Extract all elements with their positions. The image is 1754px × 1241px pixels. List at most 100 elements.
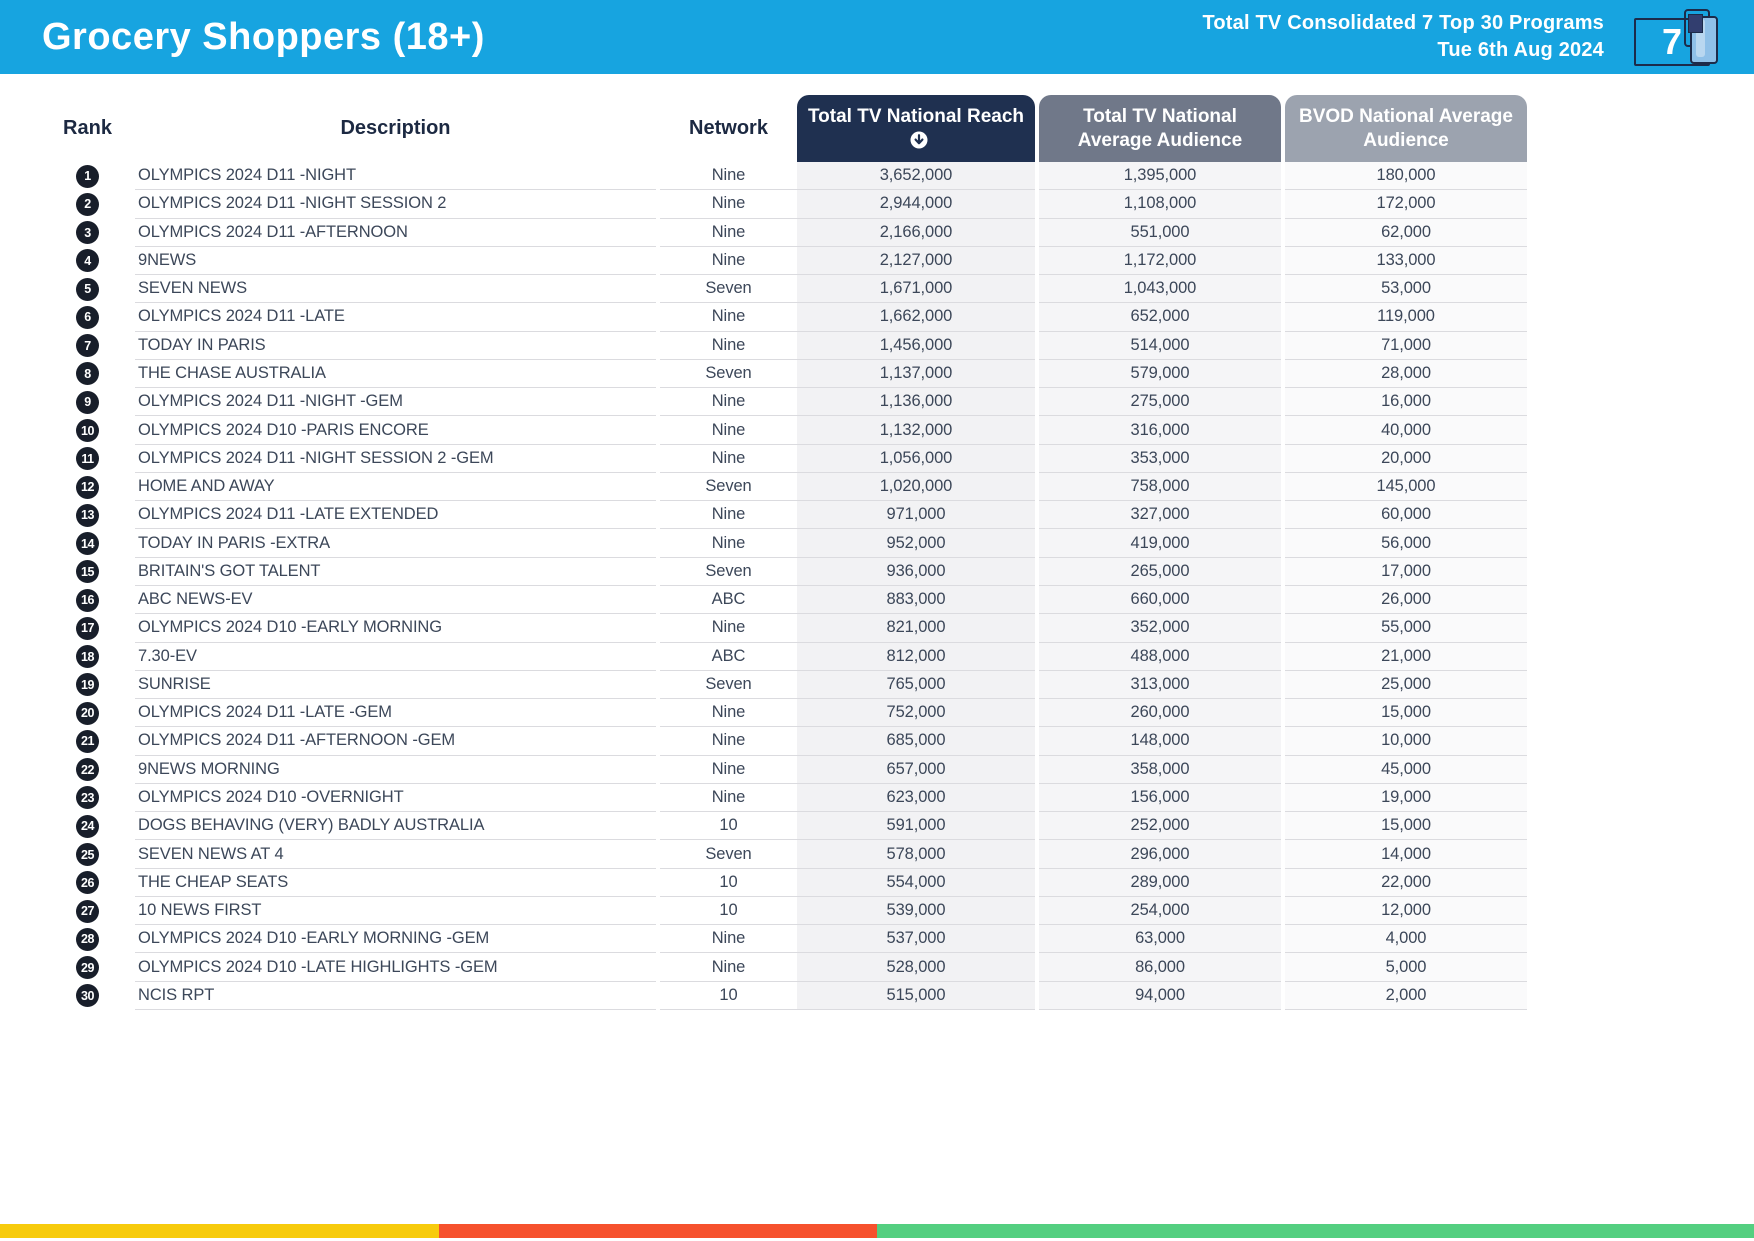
avg-audience-value-cell: 419,000 [1039,529,1281,558]
network-cell: Nine [660,303,797,332]
table-row: 24 DOGS BEHAVING (VERY) BADLY AUSTRALIA 10… [40,812,1527,841]
network-cell: Nine [660,219,797,247]
column-header-reach-sortable[interactable]: Total TV National Reach [797,95,1035,162]
table-row: 27 10 NEWS FIRST 10 539,000 254,000 12,000 [40,896,1527,926]
bvod-audience-value-cell: 119,000 [1285,303,1527,332]
phone-screen-icon [1696,19,1705,57]
avg-audience-value-cell: 63,000 [1039,925,1281,954]
network-cell: Nine [660,332,797,360]
bvod-audience-value-cell: 133,000 [1285,246,1527,276]
bvod-audience-value-cell: 15,000 [1285,812,1527,841]
table-row: 2 OLYMPICS 2024 D11 -NIGHT SESSION 2 Nine 2… [40,190,1527,219]
reach-value-cell: 623,000 [797,783,1035,813]
table-row: 17 OLYMPICS 2024 D10 -EARLY MORNING Nine 82… [40,614,1527,643]
avg-audience-value-cell: 148,000 [1039,727,1281,756]
avg-audience-value-cell: 156,000 [1039,783,1281,813]
column-header-bvod-audience[interactable]: BVOD National Average Audience [1285,95,1527,162]
network-cell: Nine [660,784,797,813]
rank-cell: 15 [40,558,135,586]
header-bar: Grocery Shoppers (18+) Total TV Consolid… [0,0,1754,74]
avg-audience-value-cell: 265,000 [1039,557,1281,586]
bvod-audience-value-cell: 26,000 [1285,585,1527,615]
table-row: 30 NCIS RPT 10 515,000 94,000 2,000 [40,981,1527,1010]
program-description-cell: OLYMPICS 2024 D11 -NIGHT [135,162,656,191]
rank-badge: 4 [76,249,99,273]
program-description-cell: OLYMPICS 2024 D10 -OVERNIGHT [135,784,656,813]
reach-value-cell: 752,000 [797,699,1035,728]
rank-cell: 23 [40,784,135,812]
rank-cell: 20 [40,699,135,727]
table-row: 26 THE CHEAP SEATS 10 554,000 289,000 22,000 [40,868,1527,897]
bvod-audience-value-cell: 17,000 [1285,557,1527,586]
rank-cell: 16 [40,586,135,614]
avg-audience-value-cell: 358,000 [1039,755,1281,784]
bvod-audience-value-cell: 53,000 [1285,275,1527,304]
network-cell: Nine [660,501,797,530]
program-description-cell: OLYMPICS 2024 D10 -LATE HIGHLIGHTS -GEM [135,953,656,982]
table-row: 25 SEVEN NEWS AT 4 Seven 578,000 296,000 14,0… [40,840,1527,869]
phone-top-icon [1688,14,1703,33]
avg-audience-value-cell: 254,000 [1039,896,1281,926]
rank-badge: 20 [76,701,99,725]
reach-value-cell: 1,132,000 [797,416,1035,445]
avg-audience-value-cell: 579,000 [1039,359,1281,389]
yellow-segment [0,1224,439,1238]
avg-audience-value-cell: 1,043,000 [1039,275,1281,304]
bvod-audience-value-cell: 20,000 [1285,444,1527,473]
rank-badge: 21 [76,729,99,753]
bvod-audience-value-cell: 19,000 [1285,783,1527,813]
reach-value-cell: 578,000 [797,840,1035,869]
rank-badge: 24 [76,814,99,838]
network-cell: Nine [660,756,797,784]
rank-badge: 3 [76,221,99,245]
table-row: 1 OLYMPICS 2024 D11 -NIGHT Nine 3,652,000 1,… [40,162,1527,191]
rank-badge: 29 [76,956,99,980]
footer-color-bar [0,1224,1754,1238]
rank-badge: 18 [76,645,99,669]
avg-audience-value-cell: 352,000 [1039,614,1281,643]
bvod-audience-value-cell: 5,000 [1285,953,1527,982]
reach-value-cell: 952,000 [797,529,1035,558]
program-description-cell: OLYMPICS 2024 D11 -AFTERNOON [135,219,656,247]
program-description-cell: OLYMPICS 2024 D10 -PARIS ENCORE [135,416,656,445]
table-row: 13 OLYMPICS 2024 D11 -LATE EXTENDED Nine 97… [40,501,1527,530]
avg-audience-value-cell: 313,000 [1039,670,1281,700]
table-row: 14 TODAY IN PARIS -EXTRA Nine 952,000 419,00… [40,529,1527,558]
reach-value-cell: 883,000 [797,585,1035,615]
logo-seven-number: 7 [1661,21,1683,62]
reach-value-cell: 971,000 [797,501,1035,530]
bvod-audience-header-label: BVOD National Average Audience [1299,105,1513,151]
table-row: 22 9NEWS MORNING Nine 657,000 358,000 45,000 [40,755,1527,784]
rank-cell: 1 [40,162,135,190]
sort-descending-icon [910,131,927,148]
rank-badge: 27 [76,899,99,923]
bvod-audience-value-cell: 25,000 [1285,670,1527,700]
network-cell: 10 [660,982,797,1010]
program-description-cell: SUNRISE [135,671,656,700]
avg-audience-header-label: Total TV National Average Audience [1077,105,1243,151]
rank-cell: 27 [40,897,135,925]
table-row: 28 OLYMPICS 2024 D10 -EARLY MORNING -GEM N… [40,925,1527,954]
column-header-avg-audience[interactable]: Total TV National Average Audience [1039,95,1281,162]
avg-audience-value-cell: 758,000 [1039,472,1281,502]
program-description-cell: DOGS BEHAVING (VERY) BADLY AUSTRALIA [135,812,656,841]
avg-audience-value-cell: 94,000 [1039,981,1281,1010]
reach-value-cell: 1,020,000 [797,472,1035,502]
rank-badge: 17 [76,616,99,640]
program-description-cell: BRITAIN'S GOT TALENT [135,558,656,586]
program-description-cell: OLYMPICS 2024 D11 -LATE -GEM [135,699,656,728]
network-cell: Nine [660,162,797,191]
network-cell: Nine [660,388,797,417]
network-cell: Nine [660,925,797,954]
rank-cell: 29 [40,953,135,981]
network-cell: Nine [660,727,797,756]
report-subtitle-block: Total TV Consolidated 7 Top 30 Programs … [1202,10,1604,64]
avg-audience-value-cell: 327,000 [1039,501,1281,530]
network-cell: Seven [660,840,797,869]
avg-audience-value-cell: 488,000 [1039,642,1281,671]
reach-value-cell: 1,137,000 [797,359,1035,389]
rank-badge: 6 [76,305,99,329]
reach-value-cell: 1,056,000 [797,444,1035,473]
rank-badge: 16 [76,588,99,612]
seven-tv-bvod-logo-icon: 7 [1632,5,1732,69]
